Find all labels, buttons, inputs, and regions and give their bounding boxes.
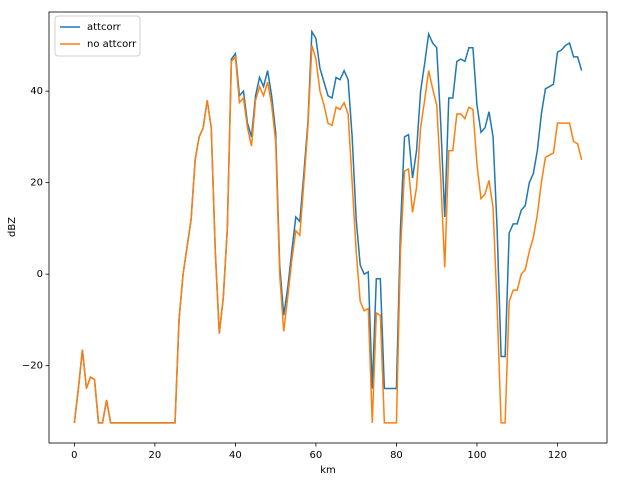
x-axis-label: km	[320, 465, 336, 476]
x-tick-label: 100	[467, 450, 486, 461]
y-tick-label: 40	[30, 86, 43, 97]
legend-label: attcorr	[87, 22, 122, 33]
x-tick-label: 40	[229, 450, 242, 461]
x-tick-label: 80	[390, 450, 403, 461]
series-line	[73, 45, 583, 424]
x-tick-label: 120	[548, 450, 567, 461]
legend-label: no attcorr	[87, 39, 137, 50]
y-tick-label: 0	[37, 269, 43, 280]
x-tick-label: 0	[71, 450, 77, 461]
legend-box	[54, 15, 141, 57]
y-tick-label: 20	[30, 178, 43, 189]
y-tick-label: −20	[22, 361, 43, 372]
x-tick-label: 20	[149, 450, 162, 461]
y-axis-label: dBZ	[7, 217, 18, 237]
plot-frame	[48, 11, 608, 444]
x-tick-label: 60	[310, 450, 323, 461]
